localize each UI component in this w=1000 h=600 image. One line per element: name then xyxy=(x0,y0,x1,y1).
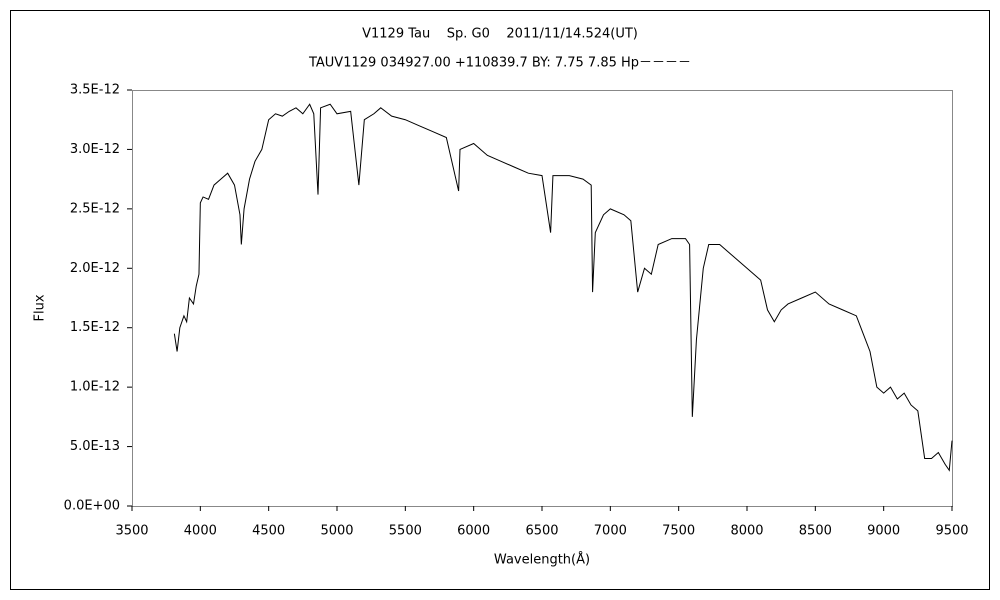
y-tick-label: 2.5E-12 xyxy=(70,201,120,216)
x-tick-label: 8000 xyxy=(730,524,763,539)
y-tick-label: 3.5E-12 xyxy=(70,83,120,98)
x-tick-label: 9500 xyxy=(935,524,968,539)
plot-area xyxy=(132,90,953,507)
x-tick-label: 3500 xyxy=(115,524,148,539)
y-tick-label: 5.0E-13 xyxy=(70,439,120,454)
x-tick-label: 4500 xyxy=(252,524,285,539)
chart-title: V1129 Tau Sp. G0 2011/11/14.524(UT) xyxy=(362,27,638,42)
y-tick-label: 3.0E-12 xyxy=(70,142,120,157)
y-tick-label: 0.0E+00 xyxy=(64,499,120,514)
x-tick-label: 9000 xyxy=(867,524,900,539)
y-axis-label: Flux xyxy=(33,294,48,321)
x-tick-label: 4000 xyxy=(184,524,217,539)
spectrum-line xyxy=(173,103,953,472)
x-tick-label: 6500 xyxy=(525,524,558,539)
x-tick-label: 7000 xyxy=(594,524,627,539)
x-axis-label: Wavelength(Å) xyxy=(494,552,590,568)
y-tick-label: 2.0E-12 xyxy=(70,261,120,276)
x-tick-label: 6000 xyxy=(457,524,490,539)
x-tick-label: 5000 xyxy=(320,524,353,539)
chart-subtitle: TAUV1129 034927.00 +110839.7 BY: 7.75 7.… xyxy=(308,56,691,71)
y-tick-label: 1.5E-12 xyxy=(70,320,120,335)
x-tick-label: 5500 xyxy=(389,524,422,539)
x-tick-label: 7500 xyxy=(662,524,695,539)
y-tick-label: 1.0E-12 xyxy=(70,380,120,395)
x-tick-label: 8500 xyxy=(799,524,832,539)
